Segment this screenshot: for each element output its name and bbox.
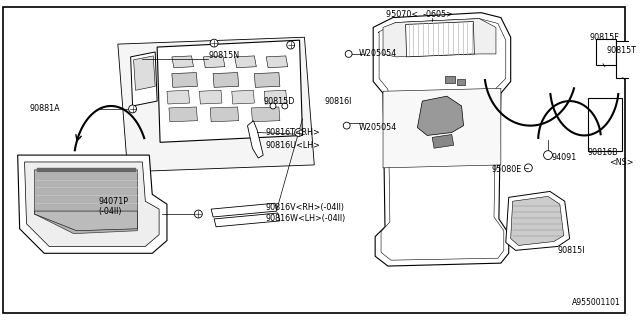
Text: 90815D: 90815D bbox=[263, 97, 294, 106]
Circle shape bbox=[343, 122, 350, 129]
Polygon shape bbox=[235, 56, 257, 68]
Polygon shape bbox=[37, 168, 136, 172]
Polygon shape bbox=[248, 121, 263, 158]
Text: 90815I: 90815I bbox=[558, 246, 586, 255]
Text: W205054: W205054 bbox=[358, 123, 397, 132]
Polygon shape bbox=[266, 56, 288, 68]
Polygon shape bbox=[18, 155, 167, 253]
Polygon shape bbox=[134, 56, 155, 90]
Polygon shape bbox=[167, 90, 189, 104]
Circle shape bbox=[195, 210, 202, 218]
Circle shape bbox=[282, 103, 288, 109]
Polygon shape bbox=[213, 73, 239, 87]
Polygon shape bbox=[210, 107, 239, 122]
Text: 90816W<LH>(-04II): 90816W<LH>(-04II) bbox=[265, 214, 346, 223]
FancyBboxPatch shape bbox=[596, 39, 616, 65]
Circle shape bbox=[270, 103, 276, 109]
Text: <NS>: <NS> bbox=[609, 158, 634, 167]
Circle shape bbox=[345, 51, 352, 57]
Text: 90881A: 90881A bbox=[29, 104, 60, 113]
Text: 90816V<RH>(-04II): 90816V<RH>(-04II) bbox=[265, 203, 344, 212]
Polygon shape bbox=[204, 56, 225, 68]
Circle shape bbox=[210, 39, 218, 47]
Polygon shape bbox=[264, 90, 287, 104]
Polygon shape bbox=[511, 196, 564, 245]
Text: 90816B: 90816B bbox=[588, 148, 618, 157]
Circle shape bbox=[524, 164, 532, 172]
Polygon shape bbox=[35, 211, 138, 231]
Text: 90816I: 90816I bbox=[324, 97, 351, 106]
Polygon shape bbox=[432, 134, 454, 148]
Circle shape bbox=[294, 129, 303, 136]
Circle shape bbox=[129, 105, 136, 113]
Polygon shape bbox=[373, 13, 511, 266]
Polygon shape bbox=[232, 90, 254, 104]
Polygon shape bbox=[24, 162, 159, 246]
Polygon shape bbox=[200, 90, 222, 104]
FancyBboxPatch shape bbox=[616, 41, 640, 78]
Polygon shape bbox=[506, 191, 570, 250]
Polygon shape bbox=[172, 73, 197, 87]
Polygon shape bbox=[157, 40, 303, 142]
Polygon shape bbox=[254, 73, 280, 87]
Polygon shape bbox=[406, 21, 474, 57]
Polygon shape bbox=[169, 107, 197, 122]
Text: 95080E: 95080E bbox=[491, 165, 522, 174]
Polygon shape bbox=[211, 203, 277, 217]
Bar bbox=[457, 79, 465, 85]
Polygon shape bbox=[131, 52, 157, 106]
Text: 94091: 94091 bbox=[552, 153, 577, 162]
Polygon shape bbox=[172, 56, 193, 68]
FancyBboxPatch shape bbox=[588, 98, 621, 151]
Polygon shape bbox=[383, 19, 496, 57]
Text: 90815N: 90815N bbox=[208, 51, 239, 60]
Polygon shape bbox=[35, 170, 138, 234]
Bar bbox=[445, 76, 454, 84]
Text: 90816T<RH>: 90816T<RH> bbox=[265, 128, 320, 137]
Circle shape bbox=[287, 41, 294, 49]
Text: 90815F: 90815F bbox=[589, 33, 619, 42]
Polygon shape bbox=[252, 107, 280, 122]
Text: (-04II): (-04II) bbox=[98, 207, 122, 216]
Text: 90816U<LH>: 90816U<LH> bbox=[265, 141, 320, 150]
Text: 90815T: 90815T bbox=[607, 45, 637, 54]
Text: A955001101: A955001101 bbox=[572, 298, 621, 307]
Circle shape bbox=[543, 151, 552, 159]
Polygon shape bbox=[417, 96, 463, 135]
Polygon shape bbox=[378, 19, 506, 260]
Text: 94071P: 94071P bbox=[98, 197, 128, 206]
Polygon shape bbox=[118, 37, 314, 172]
Text: 95070<  -0605>: 95070< -0605> bbox=[386, 10, 453, 19]
Polygon shape bbox=[214, 213, 280, 227]
Polygon shape bbox=[383, 88, 501, 168]
Text: W205054: W205054 bbox=[358, 49, 397, 59]
